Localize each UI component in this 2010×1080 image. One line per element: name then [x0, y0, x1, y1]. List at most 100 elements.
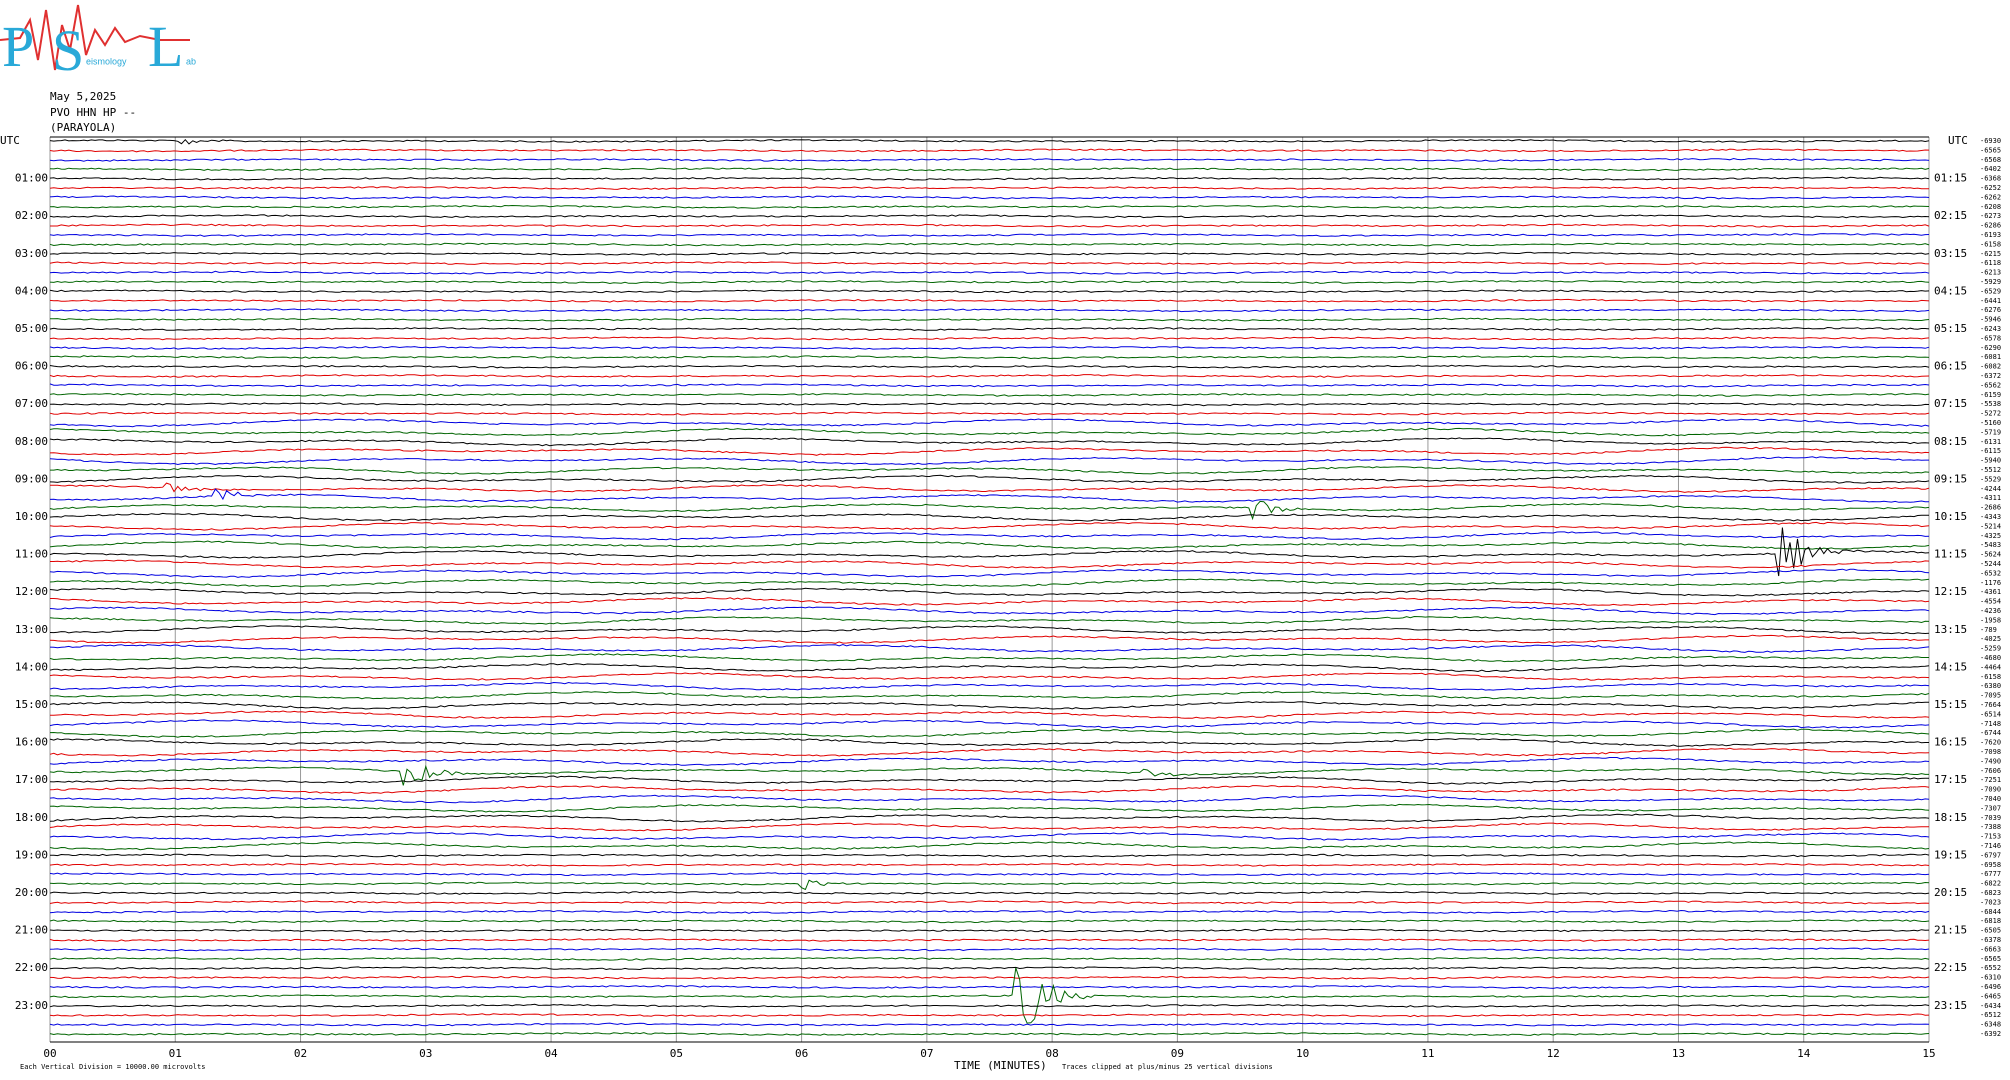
trace-offset: -6512: [1980, 1011, 2001, 1019]
trace: [49, 374, 1930, 378]
right-hour-label: 15:15: [1934, 698, 1967, 711]
left-hour-label: 19:00: [15, 848, 48, 861]
trace-offset: -2686: [1980, 504, 2001, 512]
trace-offset: -6243: [1980, 325, 2001, 333]
x-axis-title: TIME (MINUTES): [954, 1059, 1047, 1072]
trace: [49, 578, 1930, 588]
left-hour-label: 08:00: [15, 435, 48, 448]
trace: [49, 500, 1930, 521]
trace: [49, 270, 1930, 275]
logo: P S L eismology ab: [0, 4, 196, 83]
trace-offset: -6434: [1980, 1002, 2001, 1010]
trace: [49, 531, 1930, 541]
trace-offset: -4236: [1980, 607, 2001, 615]
right-hour-label: 17:15: [1934, 773, 1967, 786]
trace-offset: -6465: [1980, 992, 2001, 1000]
trace-offset: -6273: [1980, 212, 2001, 220]
x-tick-label: 13: [1672, 1047, 1685, 1060]
trace-offset: -6378: [1980, 936, 2001, 944]
trace-offset: -6193: [1980, 231, 2001, 239]
trace-offset: -5940: [1980, 457, 2001, 465]
trace: [49, 672, 1930, 681]
trace: [49, 947, 1930, 952]
left-hour-label: 15:00: [15, 698, 48, 711]
trace: [49, 831, 1930, 841]
traces: [49, 138, 1930, 1036]
logo-word: eismology: [86, 56, 127, 66]
trace: [49, 1022, 1930, 1027]
trace-offset: -5624: [1980, 551, 2001, 559]
x-tick-label: 00: [43, 1047, 56, 1060]
trace: [49, 289, 1930, 294]
trace: [49, 985, 1930, 989]
trace: [49, 625, 1930, 635]
trace-offset: -5259: [1980, 645, 2001, 653]
trace: [49, 261, 1930, 265]
trace-offset: -6290: [1980, 344, 2001, 352]
trace-offset: -6441: [1980, 297, 2001, 305]
trace: [49, 701, 1930, 710]
trace: [49, 402, 1930, 407]
trace-offset: -5160: [1980, 419, 2001, 427]
trace: [49, 427, 1930, 437]
right-hour-label: 20:15: [1934, 886, 1967, 899]
trace: [50, 223, 1930, 228]
trace: [49, 634, 1929, 644]
trace-offset: -6286: [1980, 222, 2001, 230]
logo-squiggle: [0, 4, 190, 71]
trace-offset: -7490: [1980, 757, 2001, 765]
trace-offset: -6208: [1980, 203, 2001, 211]
trace: [49, 747, 1930, 757]
trace: [50, 559, 1930, 569]
trace: [49, 803, 1930, 813]
trace: [49, 1013, 1930, 1018]
trace-offset: -6082: [1980, 363, 2001, 371]
right-hour-label: 12:15: [1934, 585, 1967, 598]
x-tick-label: 05: [670, 1047, 683, 1060]
trace: [49, 364, 1930, 369]
trace-offset: -6131: [1980, 438, 2001, 446]
trace-offset: -4680: [1980, 654, 2001, 662]
trace: [49, 280, 1930, 285]
trace-offset: -7148: [1980, 720, 2001, 728]
right-utc: UTC: [1948, 134, 1968, 147]
right-hour-label: 14:15: [1934, 660, 1967, 673]
trace: [49, 488, 1930, 503]
trace-offset: -7146: [1980, 842, 2001, 850]
trace-offset: -7090: [1980, 786, 2001, 794]
left-hour-label: 20:00: [15, 886, 48, 899]
trace: [49, 841, 1930, 851]
trace-offset: -6532: [1980, 569, 2001, 577]
trace-offset: -7606: [1980, 767, 2001, 775]
left-hour-label: 10:00: [15, 510, 48, 523]
trace-offset: -5538: [1980, 400, 2001, 408]
trace-offset: -6310: [1980, 974, 2001, 982]
trace: [49, 975, 1930, 980]
trace-offset: -6081: [1980, 353, 2001, 361]
trace: [49, 346, 1930, 350]
trace: [50, 597, 1930, 606]
trace-offset: -6368: [1980, 175, 2001, 183]
trace: [49, 540, 1930, 550]
trace-offset: -4025: [1980, 635, 2001, 643]
trace-offset: -6496: [1980, 983, 2001, 991]
trace: [49, 710, 1930, 719]
trace: [49, 157, 1930, 162]
trace-offset: -6348: [1980, 1021, 2001, 1029]
trace-offset: -789: [1980, 626, 1997, 634]
trace-offset: -4325: [1980, 532, 2001, 540]
trace-offset: -6372: [1980, 372, 2001, 380]
trace-offset: -6565: [1980, 955, 2001, 963]
trace: [49, 383, 1930, 388]
trace: [49, 474, 1930, 484]
trace: [49, 653, 1929, 663]
logo-word: ab: [186, 56, 196, 66]
trace: [49, 1032, 1930, 1036]
trace: [49, 966, 1930, 971]
trace-offset: -6159: [1980, 391, 2001, 399]
trace: [49, 775, 1929, 785]
trace: [49, 527, 1930, 577]
right-hour-label: 23:15: [1934, 999, 1967, 1012]
trace-offset: -5483: [1980, 541, 2001, 549]
